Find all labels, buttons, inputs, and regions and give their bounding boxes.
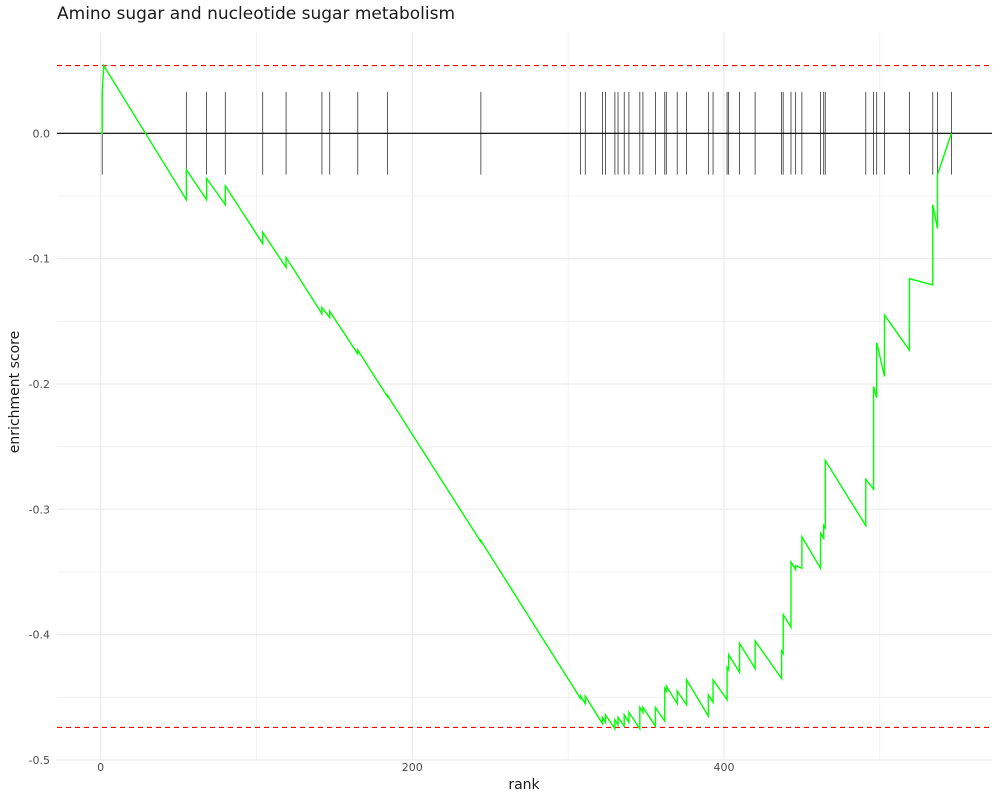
- x-axis-ticks: 0 200 400: [97, 761, 734, 774]
- x-tick-label: 400: [713, 761, 734, 774]
- chart-title: Amino sugar and nucleotide sugar metabol…: [57, 4, 456, 24]
- y-tick-label: -0.3: [29, 503, 50, 516]
- y-tick-label: -0.5: [29, 754, 50, 767]
- x-tick-label: 200: [402, 761, 423, 774]
- y-tick-label: -0.1: [29, 253, 50, 266]
- plot-background: [57, 33, 992, 760]
- y-tick-label: 0.0: [33, 127, 51, 140]
- enrichment-score-curve: [100, 63, 953, 731]
- x-tick-label: 0: [97, 761, 104, 774]
- x-axis-title: rank: [508, 777, 540, 793]
- y-tick-label: -0.2: [29, 378, 50, 391]
- y-axis-ticks: 0.0 -0.1 -0.2 -0.3 -0.4 -0.5: [29, 127, 50, 767]
- y-axis-title: enrichment score: [7, 331, 23, 453]
- y-tick-label: -0.4: [29, 629, 50, 642]
